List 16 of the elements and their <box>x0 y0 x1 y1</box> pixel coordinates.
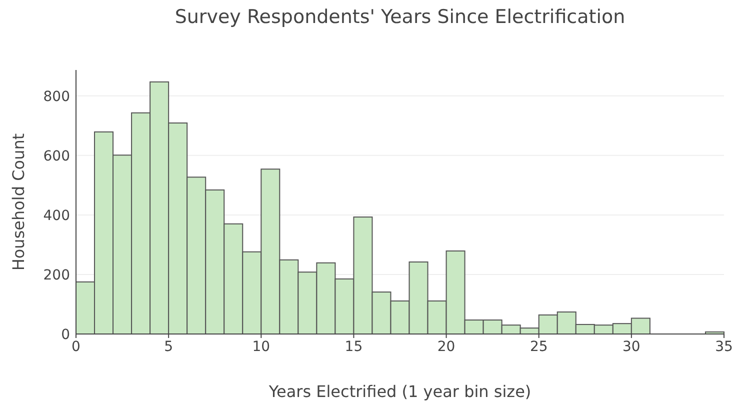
x-tick-label: 0 <box>72 339 80 355</box>
x-tick-label: 25 <box>530 339 548 355</box>
x-axis-title: Years Electrified (1 year bin size) <box>268 382 532 401</box>
x-tick-label: 5 <box>164 339 174 355</box>
y-tick-label: 600 <box>43 148 70 164</box>
chart-title: Survey Respondents' Years Since Electrification <box>174 6 626 28</box>
y-tick-label: 400 <box>43 208 70 224</box>
x-tick-label: 15 <box>344 339 363 355</box>
x-tick-label: 35 <box>715 339 733 355</box>
y-tick-label: 200 <box>43 267 70 284</box>
x-tick-label: 10 <box>252 339 270 355</box>
y-tick-label: 0 <box>61 327 70 343</box>
x-tick-label: 20 <box>437 339 456 355</box>
x-tick-label: 30 <box>622 339 640 355</box>
y-axis-title: Household Count <box>9 133 28 271</box>
y-tick-label: 800 <box>43 88 70 105</box>
